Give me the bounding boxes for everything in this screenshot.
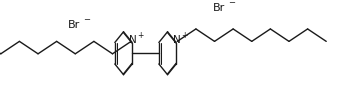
- Text: N: N: [129, 35, 137, 45]
- Text: N: N: [173, 35, 181, 45]
- Text: +: +: [181, 31, 188, 40]
- Text: −: −: [228, 0, 235, 7]
- Text: −: −: [83, 15, 90, 24]
- Text: Br: Br: [213, 3, 225, 13]
- Text: +: +: [137, 31, 144, 40]
- Text: Br: Br: [68, 20, 80, 30]
